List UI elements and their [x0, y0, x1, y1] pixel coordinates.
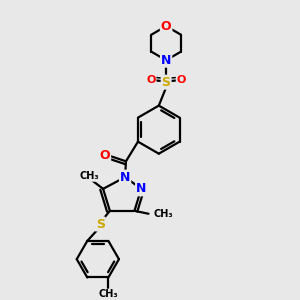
Text: S: S	[162, 76, 171, 89]
Text: O: O	[177, 75, 186, 85]
Text: O: O	[161, 20, 171, 33]
Text: O: O	[100, 149, 110, 162]
Text: CH₃: CH₃	[80, 171, 99, 181]
Text: N: N	[120, 171, 130, 184]
Text: O: O	[146, 75, 156, 85]
Text: N: N	[136, 182, 146, 195]
Text: CH₃: CH₃	[154, 209, 173, 219]
Text: S: S	[96, 218, 105, 230]
Text: CH₃: CH₃	[99, 290, 118, 299]
Text: N: N	[161, 54, 171, 67]
